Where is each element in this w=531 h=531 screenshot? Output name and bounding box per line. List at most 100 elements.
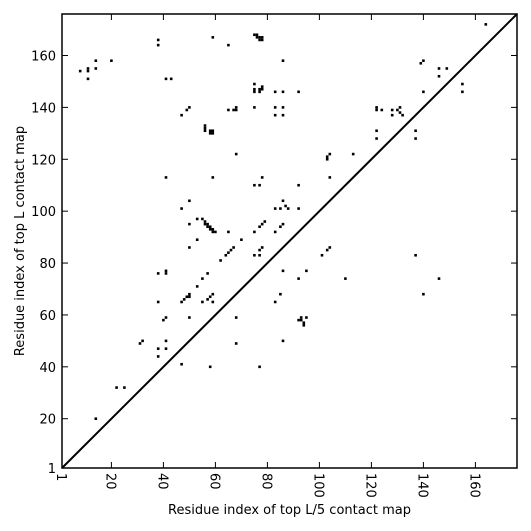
contact-point-lower [328,246,332,249]
contact-point-lower [201,300,204,304]
contact-point-lower [437,277,441,280]
contact-point-lower [180,362,183,366]
x-tick-label: 100 [310,473,325,498]
contact-point-upper [164,77,168,81]
y-tick-label: 140 [31,101,56,116]
contact-point-upper [211,176,215,179]
contact-point-lower [279,292,282,296]
contact-point-lower [279,225,282,229]
contact-point-lower [164,269,168,273]
contact-point-upper [414,137,417,140]
y-tick-label: 160 [31,50,56,65]
contact-point-upper [396,108,399,112]
contact-point-lower [325,248,329,252]
y-tick-label: 40 [39,361,56,376]
contact-point-lower [203,220,207,223]
contact-point-lower [94,417,98,420]
contact-point-lower [302,321,306,325]
contact-point-lower [305,316,308,319]
contact-point-upper [255,33,259,37]
contact-point-lower [227,251,230,254]
contact-point-upper [253,106,256,109]
contact-point-upper [234,108,238,112]
contact-point-lower [164,347,168,350]
contact-point-lower [141,339,144,343]
contact-point-lower [414,253,417,257]
contact-point-lower [164,272,168,275]
contact-point-upper [260,85,264,88]
contact-point-upper [211,129,215,133]
contact-point-upper [461,82,464,86]
x-tick-label: 20 [102,473,117,490]
contact-point-upper [227,43,230,47]
contact-point-lower [206,225,209,229]
contact-point-upper [328,176,332,179]
contact-point-upper [414,129,417,133]
y-tick-label: 100 [31,205,56,220]
y-tick-label: 80 [39,257,56,272]
contact-point-upper [281,106,285,109]
contact-point-upper [281,113,285,117]
contact-point-upper [419,61,423,65]
contact-point-lower [227,230,230,234]
contact-point-lower [188,316,191,319]
contact-point-lower [260,222,264,226]
contact-point-upper [422,90,425,94]
contact-point-lower [234,342,238,345]
contact-point-upper [437,74,441,78]
contact-point-lower [234,316,238,319]
contact-point-upper [390,113,394,117]
contact-point-lower [273,230,277,234]
contact-point-lower [281,222,285,226]
contact-point-upper [253,33,256,37]
contact-point-lower [260,246,264,249]
contact-point-upper [445,67,449,70]
contact-point-lower [206,272,209,275]
contact-point-upper [234,152,238,156]
contact-point-upper [258,36,261,39]
contact-point-upper [273,90,277,94]
contact-point-upper [375,106,378,109]
contact-point-upper [255,36,259,39]
contact-point-upper [375,129,378,133]
contact-point-lower [281,269,285,273]
contact-point-lower [211,300,215,304]
contact-point-lower [206,222,209,226]
contact-point-upper [380,108,384,112]
contact-point-upper [253,82,256,86]
contact-point-upper [273,113,277,117]
contact-point-upper [169,77,173,81]
contact-point-lower [182,298,186,301]
contact-point-upper [211,132,215,135]
contact-point-upper [185,108,189,112]
contact-point-lower [229,248,233,252]
contact-point-lower [214,230,217,234]
contact-point-upper [398,111,402,114]
contact-point-upper [401,113,404,117]
contact-point-upper [279,207,282,210]
contact-point-lower [297,318,300,322]
contact-point-lower [281,339,285,343]
contact-point-lower [115,386,118,389]
contact-point-lower [305,269,308,273]
contact-point-upper [86,67,90,70]
contact-point-lower [320,253,324,257]
contact-point-upper [390,108,394,112]
x-tick-label: 140 [414,473,429,498]
contact-point-lower [258,253,261,257]
x-tick-label: 60 [206,473,221,490]
y-axis-title: Residue index of top L contact map [13,126,28,356]
contact-point-lower [162,318,165,322]
contact-point-upper [325,155,329,158]
contact-point-lower [188,292,191,296]
contact-point-upper [188,106,191,109]
contact-point-lower [188,199,191,203]
y-tick-label: 60 [39,309,56,324]
contact-point-upper [180,113,183,117]
y-tick-label: 1 [48,462,56,477]
contact-point-lower [211,292,215,296]
contact-point-lower [253,253,256,257]
x-axis-title: Residue index of top L/5 contact map [168,503,411,518]
contact-point-lower [206,298,209,301]
contact-point-upper [110,59,113,62]
